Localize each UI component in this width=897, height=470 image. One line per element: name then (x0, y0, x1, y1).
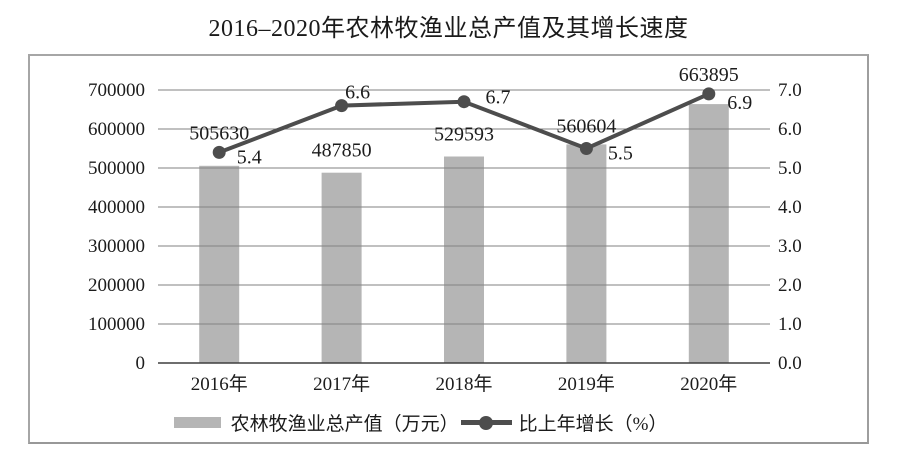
left-axis-tick-label: 300000 (88, 236, 145, 257)
x-axis-category-label: 2020年 (680, 373, 737, 395)
x-axis-category-label: 2016年 (191, 373, 248, 395)
bar-value-label: 505630 (189, 122, 249, 144)
left-axis-tick-label: 200000 (88, 275, 145, 296)
line-value-label: 6.9 (727, 92, 752, 114)
line-value-label: 6.6 (345, 82, 370, 104)
line-marker-2019年 (579, 142, 593, 155)
right-axis-tick-label: 0.0 (778, 353, 802, 374)
bar-2018年 (444, 156, 484, 363)
bar-2017年 (321, 172, 362, 363)
combo-chart: 0 100000 200000 300000 400000 500000 600000 700… (88, 64, 802, 395)
line-value-label: 5.5 (608, 143, 633, 165)
bar-value-label: 487850 (312, 140, 372, 162)
bar-2016年 (199, 165, 240, 363)
right-axis-tick-label: 7.0 (778, 80, 802, 101)
left-axis-tick-label: 400000 (88, 197, 145, 218)
x-axis-category-label: 2018年 (435, 373, 492, 395)
bar-2019年 (566, 144, 607, 363)
line-marker-2017年 (335, 99, 349, 113)
left-axis-tick-label: 500000 (88, 158, 145, 179)
line-value-label: 5.4 (237, 146, 262, 168)
right-axis-tick-label: 3.0 (778, 236, 802, 257)
bar-value-label: 560604 (556, 115, 616, 137)
legend-bar-swatch-icon (173, 417, 221, 428)
left-axis-tick-label: 0 (136, 353, 146, 374)
bar-value-label: 529593 (434, 124, 494, 146)
right-axis-tick-label: 4.0 (778, 197, 802, 218)
left-axis-tick-label: 600000 (88, 119, 145, 140)
right-axis-tick-label: 1.0 (778, 314, 802, 335)
left-axis-tick-label: 700000 (88, 80, 145, 101)
x-axis-category-label: 2019年 (558, 373, 615, 395)
line-marker-2018年 (457, 95, 471, 109)
legend-bar-label: 农林牧渔业总产值（万元） (230, 414, 459, 435)
bar-2020年 (688, 104, 729, 363)
legend-line-swatch-icon (460, 415, 512, 430)
x-axis-category-label: 2017年 (313, 373, 370, 395)
right-axis-tick-label: 2.0 (778, 275, 802, 296)
legend-line-marker-icon (479, 415, 494, 430)
left-axis-tick-label: 100000 (88, 314, 145, 335)
line-marker-2020年 (702, 87, 716, 101)
legend-line-label: 比上年增长（%） (518, 414, 668, 435)
right-axis-tick-label: 6.0 (778, 119, 802, 140)
line-marker-2016年 (212, 145, 226, 159)
bar-value-label: 663895 (679, 64, 739, 86)
chart-frame: 0 100000 200000 300000 400000 500000 600000 700… (28, 54, 869, 444)
chart-legend: 农林牧渔业总产值（万元） 比上年增长（%） (2, 409, 839, 436)
chart-title: 2016–2020年农林牧渔业总产值及其增长速度 (208, 16, 689, 42)
right-axis-tick-label: 5.0 (778, 158, 802, 179)
line-value-label: 6.7 (486, 87, 511, 109)
